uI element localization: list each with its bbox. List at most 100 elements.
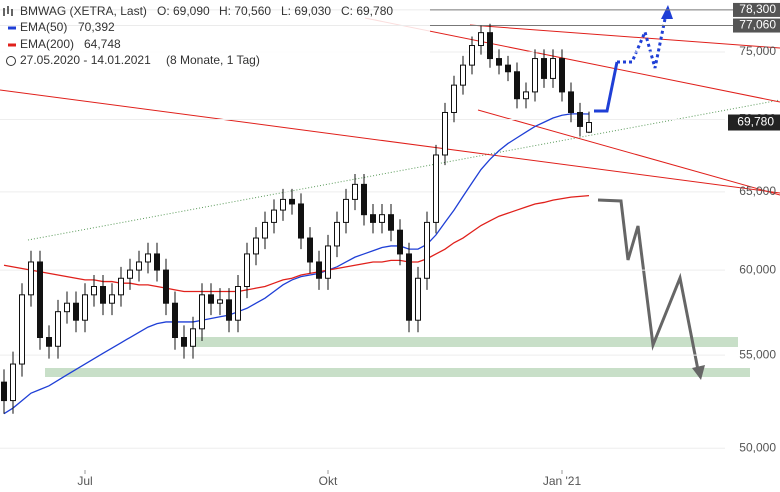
candle-body [235, 286, 241, 321]
support-zone [190, 337, 738, 347]
candle-body [55, 311, 61, 347]
forecast-path [617, 13, 668, 69]
level-box [733, 2, 780, 17]
candle-body [550, 58, 556, 79]
candle-body [415, 277, 421, 321]
last-price-label: 69,780 [737, 115, 774, 129]
candle-body [379, 214, 385, 223]
support-zone [45, 368, 750, 377]
candle-body [397, 229, 403, 255]
candle-body [577, 111, 583, 127]
candle-body [316, 261, 322, 279]
candle-body [343, 198, 349, 223]
forecast-path [594, 61, 619, 113]
ohlc: L: 69,030 [281, 4, 331, 18]
candle-body [307, 237, 313, 263]
arrow-head [692, 365, 705, 380]
last-price-box [728, 114, 780, 131]
candle-body [478, 32, 484, 47]
y-tick-label: 75,000 [739, 44, 776, 58]
candle-body [10, 363, 16, 402]
candle-body [190, 328, 196, 347]
candle-body [406, 253, 412, 321]
candle-body [559, 58, 565, 93]
legend-value: 64,748 [84, 37, 121, 51]
arrow-head [661, 5, 673, 19]
candle-body [289, 198, 295, 205]
y-tick-label: 55,000 [739, 347, 776, 361]
candle-body [334, 221, 340, 247]
candle-body [37, 261, 43, 339]
candle-body [46, 337, 52, 347]
clock-icon [6, 56, 16, 66]
candle-body [73, 302, 79, 321]
candle-body [136, 261, 142, 271]
candle-body [118, 277, 124, 296]
level-label: 78,300 [739, 2, 776, 16]
candle-body [262, 221, 268, 239]
candle-body [181, 337, 187, 347]
level-box [733, 18, 780, 33]
y-tick-label: 60,000 [739, 262, 776, 276]
x-tick-label: Okt [319, 474, 338, 488]
chart-icon [3, 6, 13, 16]
x-tick-label: Jan '21 [543, 474, 582, 488]
candle-body [325, 245, 331, 279]
candle-body [28, 261, 34, 296]
candle-body [487, 32, 493, 60]
candle-body [91, 286, 97, 296]
y-tick-label: 65,000 [739, 184, 776, 198]
trend-line [27, 99, 780, 241]
ohlc: C: 69,780 [341, 4, 393, 18]
trend-line [364, 17, 780, 103]
candle-body [433, 154, 439, 223]
candle-body [451, 84, 457, 113]
trend-line [477, 109, 780, 196]
candle-body [145, 253, 151, 263]
candle-body [352, 183, 358, 200]
candle-body [523, 91, 529, 100]
candle-body [568, 91, 574, 113]
candle-body [505, 64, 511, 73]
candle-body [82, 294, 88, 321]
candle-body [163, 269, 169, 304]
header: BMWAG (XETRA, Last) O: 69,090 H: 70,560 … [0, 0, 430, 70]
candle-body [541, 58, 547, 79]
ema-line [3, 195, 590, 293]
candle-body [64, 302, 70, 313]
forecast-path [597, 198, 700, 371]
candle-body [514, 71, 520, 100]
title: BMWAG (XETRA, Last) [20, 4, 147, 18]
candle-body [532, 58, 538, 93]
ohlc: O: 69,090 [157, 4, 210, 18]
candle-body [388, 214, 394, 231]
ema-line [3, 113, 590, 415]
candle-body [280, 198, 286, 211]
level-label: 77,060 [739, 18, 776, 32]
candle-body [154, 253, 160, 271]
trend-line [469, 24, 780, 49]
ohlc: H: 70,560 [219, 4, 271, 18]
candle-body [298, 203, 304, 239]
candle-body [226, 299, 232, 321]
candle-body [244, 253, 250, 288]
candle-body [460, 64, 466, 86]
candle-body [442, 111, 448, 156]
candle-body [199, 294, 205, 330]
candle-body [496, 58, 502, 66]
candle-body [586, 122, 592, 133]
candle-body [127, 269, 133, 279]
candle-body [217, 299, 223, 304]
date-range: 27.05.2020 - 14.01.2021 [20, 53, 151, 67]
candle-body [109, 294, 115, 304]
drawings [0, 5, 780, 380]
period: (8 Monate, 1 Tag) [166, 53, 260, 67]
candle-body [1, 381, 7, 402]
candle-body [19, 294, 25, 365]
y-tick-label: 50,000 [739, 440, 776, 454]
trend-line [0, 89, 780, 194]
header-bg [0, 0, 430, 70]
legend-label: EMA(200) [20, 37, 74, 51]
